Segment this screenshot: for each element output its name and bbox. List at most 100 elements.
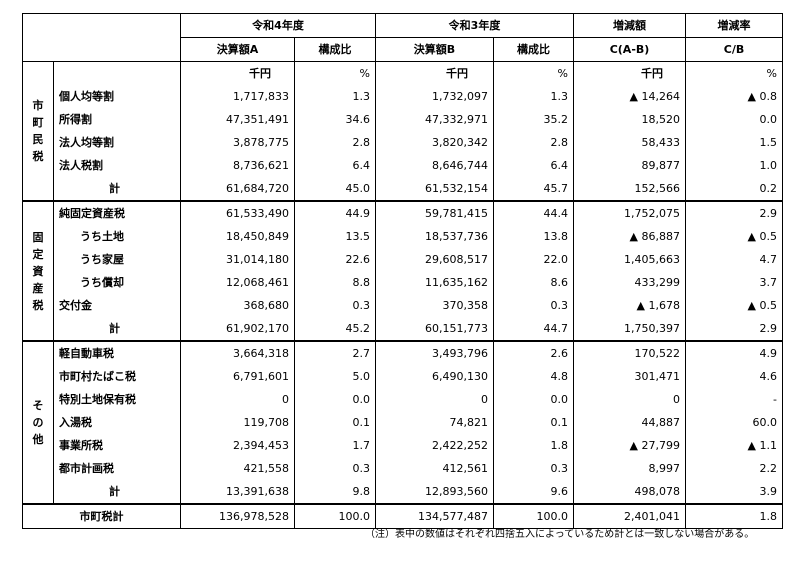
category-fixed-asset-tax: 固定 資産 税 — [22, 201, 54, 342]
cell-rate: - — [685, 388, 783, 411]
table-row: 法人均等割 3,878,775 2.8 3,820,342 2.8 58,433… — [23, 131, 783, 154]
cell-r4-ratio: 9.8 — [294, 480, 376, 505]
header-row-2: 決算額A 構成比 決算額B 構成比 C(A-B) C/B — [23, 37, 783, 62]
row-label: 交付金 — [53, 294, 181, 317]
cell-r4-amount: 13,391,638 — [180, 480, 295, 505]
cell-rate: 3.7 — [685, 271, 783, 294]
cell-r3-ratio: 13.8 — [493, 225, 574, 248]
cell-r4-amount: 3,878,775 — [180, 131, 295, 154]
cell-r4-ratio: 45.2 — [294, 317, 376, 342]
cell-diff: 27,799 — [573, 434, 686, 457]
cell-r3-amount: 12,893,560 — [375, 480, 494, 505]
cell-r3-ratio: 2.8 — [493, 131, 574, 154]
cell-r3-amount: 11,635,162 — [375, 271, 494, 294]
cell-rate: 3.9 — [685, 480, 783, 505]
cell-rate: 4.9 — [685, 341, 783, 365]
row-label: 市町税計 — [22, 504, 181, 529]
row-label: うち家屋 — [53, 248, 181, 271]
cell-r3-amount: 60,151,773 — [375, 317, 494, 342]
cell-r4-amount: 61,902,170 — [180, 317, 295, 342]
header-r3: 令和3年度 — [375, 13, 574, 38]
row-label: 法人税割 — [53, 154, 181, 177]
cell-r3-ratio: 8.6 — [493, 271, 574, 294]
table-row: 事業所税 2,394,453 1.7 2,422,252 1.8 27,799 … — [23, 434, 783, 457]
cell-rate: 4.7 — [685, 248, 783, 271]
cell-r3-amount: 0 — [375, 388, 494, 411]
cell-rate: 2.9 — [685, 201, 783, 225]
row-label: 軽自動車税 — [53, 341, 181, 365]
cell-diff: 170,522 — [573, 341, 686, 365]
cell-r4-ratio: 0.3 — [294, 457, 376, 480]
cell-r4-ratio: 0.3 — [294, 294, 376, 317]
cell-r3-ratio: 2.6 — [493, 341, 574, 365]
cell-r4-amount: 136,978,528 — [180, 504, 295, 529]
unit-ratio-rate: % — [685, 61, 783, 85]
cell-r4-ratio: 2.7 — [294, 341, 376, 365]
subtotal-row: 計 13,391,638 9.8 12,893,560 9.6 498,078 … — [23, 480, 783, 505]
unit-blank — [53, 61, 181, 85]
unit-amount-r4: 千円 — [180, 61, 295, 85]
table-row: 入湯税 119,708 0.1 74,821 0.1 44,887 60.0 — [23, 411, 783, 434]
cell-r3-ratio: 4.8 — [493, 365, 574, 388]
row-label: 計 — [53, 177, 181, 202]
cell-diff: 58,433 — [573, 131, 686, 154]
subtotal-row: 計 61,684,720 45.0 61,532,154 45.7 152,56… — [23, 177, 783, 202]
cell-r3-amount: 3,820,342 — [375, 131, 494, 154]
header-r3-amount: 決算額B — [375, 37, 494, 62]
header-r3-ratio: 構成比 — [493, 37, 574, 62]
grand-total-row: 市町税計 136,978,528 100.0 134,577,487 100.0… — [22, 504, 783, 529]
cell-diff: 2,401,041 — [573, 504, 686, 529]
row-label: 都市計画税 — [53, 457, 181, 480]
cell-r3-ratio: 6.4 — [493, 154, 574, 177]
table-row: 個人均等割 1,717,833 1.3 1,732,097 1.3 14,264… — [23, 85, 783, 108]
table-row: 所得割 47,351,491 34.6 47,332,971 35.2 18,5… — [23, 108, 783, 131]
cell-rate: 0.5 — [685, 294, 783, 317]
table-row: うち土地 18,450,849 13.5 18,537,736 13.8 86,… — [23, 225, 783, 248]
cell-r3-amount: 412,561 — [375, 457, 494, 480]
cell-r3-amount: 47,332,971 — [375, 108, 494, 131]
row-label: 事業所税 — [53, 434, 181, 457]
cell-diff: 1,405,663 — [573, 248, 686, 271]
cell-r4-ratio: 22.6 — [294, 248, 376, 271]
cell-diff: 1,752,075 — [573, 201, 686, 225]
unit-amount-r3: 千円 — [375, 61, 494, 85]
header-r4: 令和4年度 — [180, 13, 376, 38]
cell-r4-amount: 18,450,849 — [180, 225, 295, 248]
row-label: 個人均等割 — [53, 85, 181, 108]
cell-r4-amount: 8,736,621 — [180, 154, 295, 177]
cell-rate: 0.5 — [685, 225, 783, 248]
table-row: 固定 資産 税 純固定資産税 61,533,490 44.9 59,781,41… — [22, 201, 783, 342]
cell-diff: 498,078 — [573, 480, 686, 505]
unit-ratio-r4: % — [294, 61, 376, 85]
cell-r4-ratio: 100.0 — [294, 504, 376, 529]
table-row: 法人税割 8,736,621 6.4 8,646,744 6.4 89,877 … — [23, 154, 783, 177]
cell-diff: 8,997 — [573, 457, 686, 480]
category-other: その 他 — [22, 341, 54, 505]
table-row: うち家屋 31,014,180 22.6 29,608,517 22.0 1,4… — [23, 248, 783, 271]
cell-r4-ratio: 5.0 — [294, 365, 376, 388]
cell-diff: 14,264 — [573, 85, 686, 108]
cell-r3-amount: 1,732,097 — [375, 85, 494, 108]
cell-diff: 1,750,397 — [573, 317, 686, 342]
category-city-tax: 市町 民税 — [22, 61, 54, 202]
unit-ratio-r3: % — [493, 61, 574, 85]
header-row-1: 令和4年度 令和3年度 増減額 増減率 — [22, 13, 783, 62]
cell-diff: 433,299 — [573, 271, 686, 294]
table-row: うち償却 12,068,461 8.8 11,635,162 8.6 433,2… — [23, 271, 783, 294]
cell-diff: 1,678 — [573, 294, 686, 317]
row-label: 純固定資産税 — [53, 201, 181, 225]
row-label: 入湯税 — [53, 411, 181, 434]
cell-r3-amount: 370,358 — [375, 294, 494, 317]
cell-rate: 4.6 — [685, 365, 783, 388]
cell-r3-amount: 8,646,744 — [375, 154, 494, 177]
tax-revenue-table: 令和4年度 令和3年度 増減額 増減率 決算額A 構成比 決算額B 構成比 C(… — [22, 13, 783, 529]
cell-r4-amount: 1,717,833 — [180, 85, 295, 108]
cell-r4-ratio: 44.9 — [294, 201, 376, 225]
cell-r4-amount: 2,394,453 — [180, 434, 295, 457]
cell-diff: 18,520 — [573, 108, 686, 131]
table-row: 交付金 368,680 0.3 370,358 0.3 1,678 0.5 — [23, 294, 783, 317]
cell-r3-amount: 29,608,517 — [375, 248, 494, 271]
cell-r4-amount: 0 — [180, 388, 295, 411]
cell-r4-amount: 3,664,318 — [180, 341, 295, 365]
row-label: 計 — [53, 480, 181, 505]
